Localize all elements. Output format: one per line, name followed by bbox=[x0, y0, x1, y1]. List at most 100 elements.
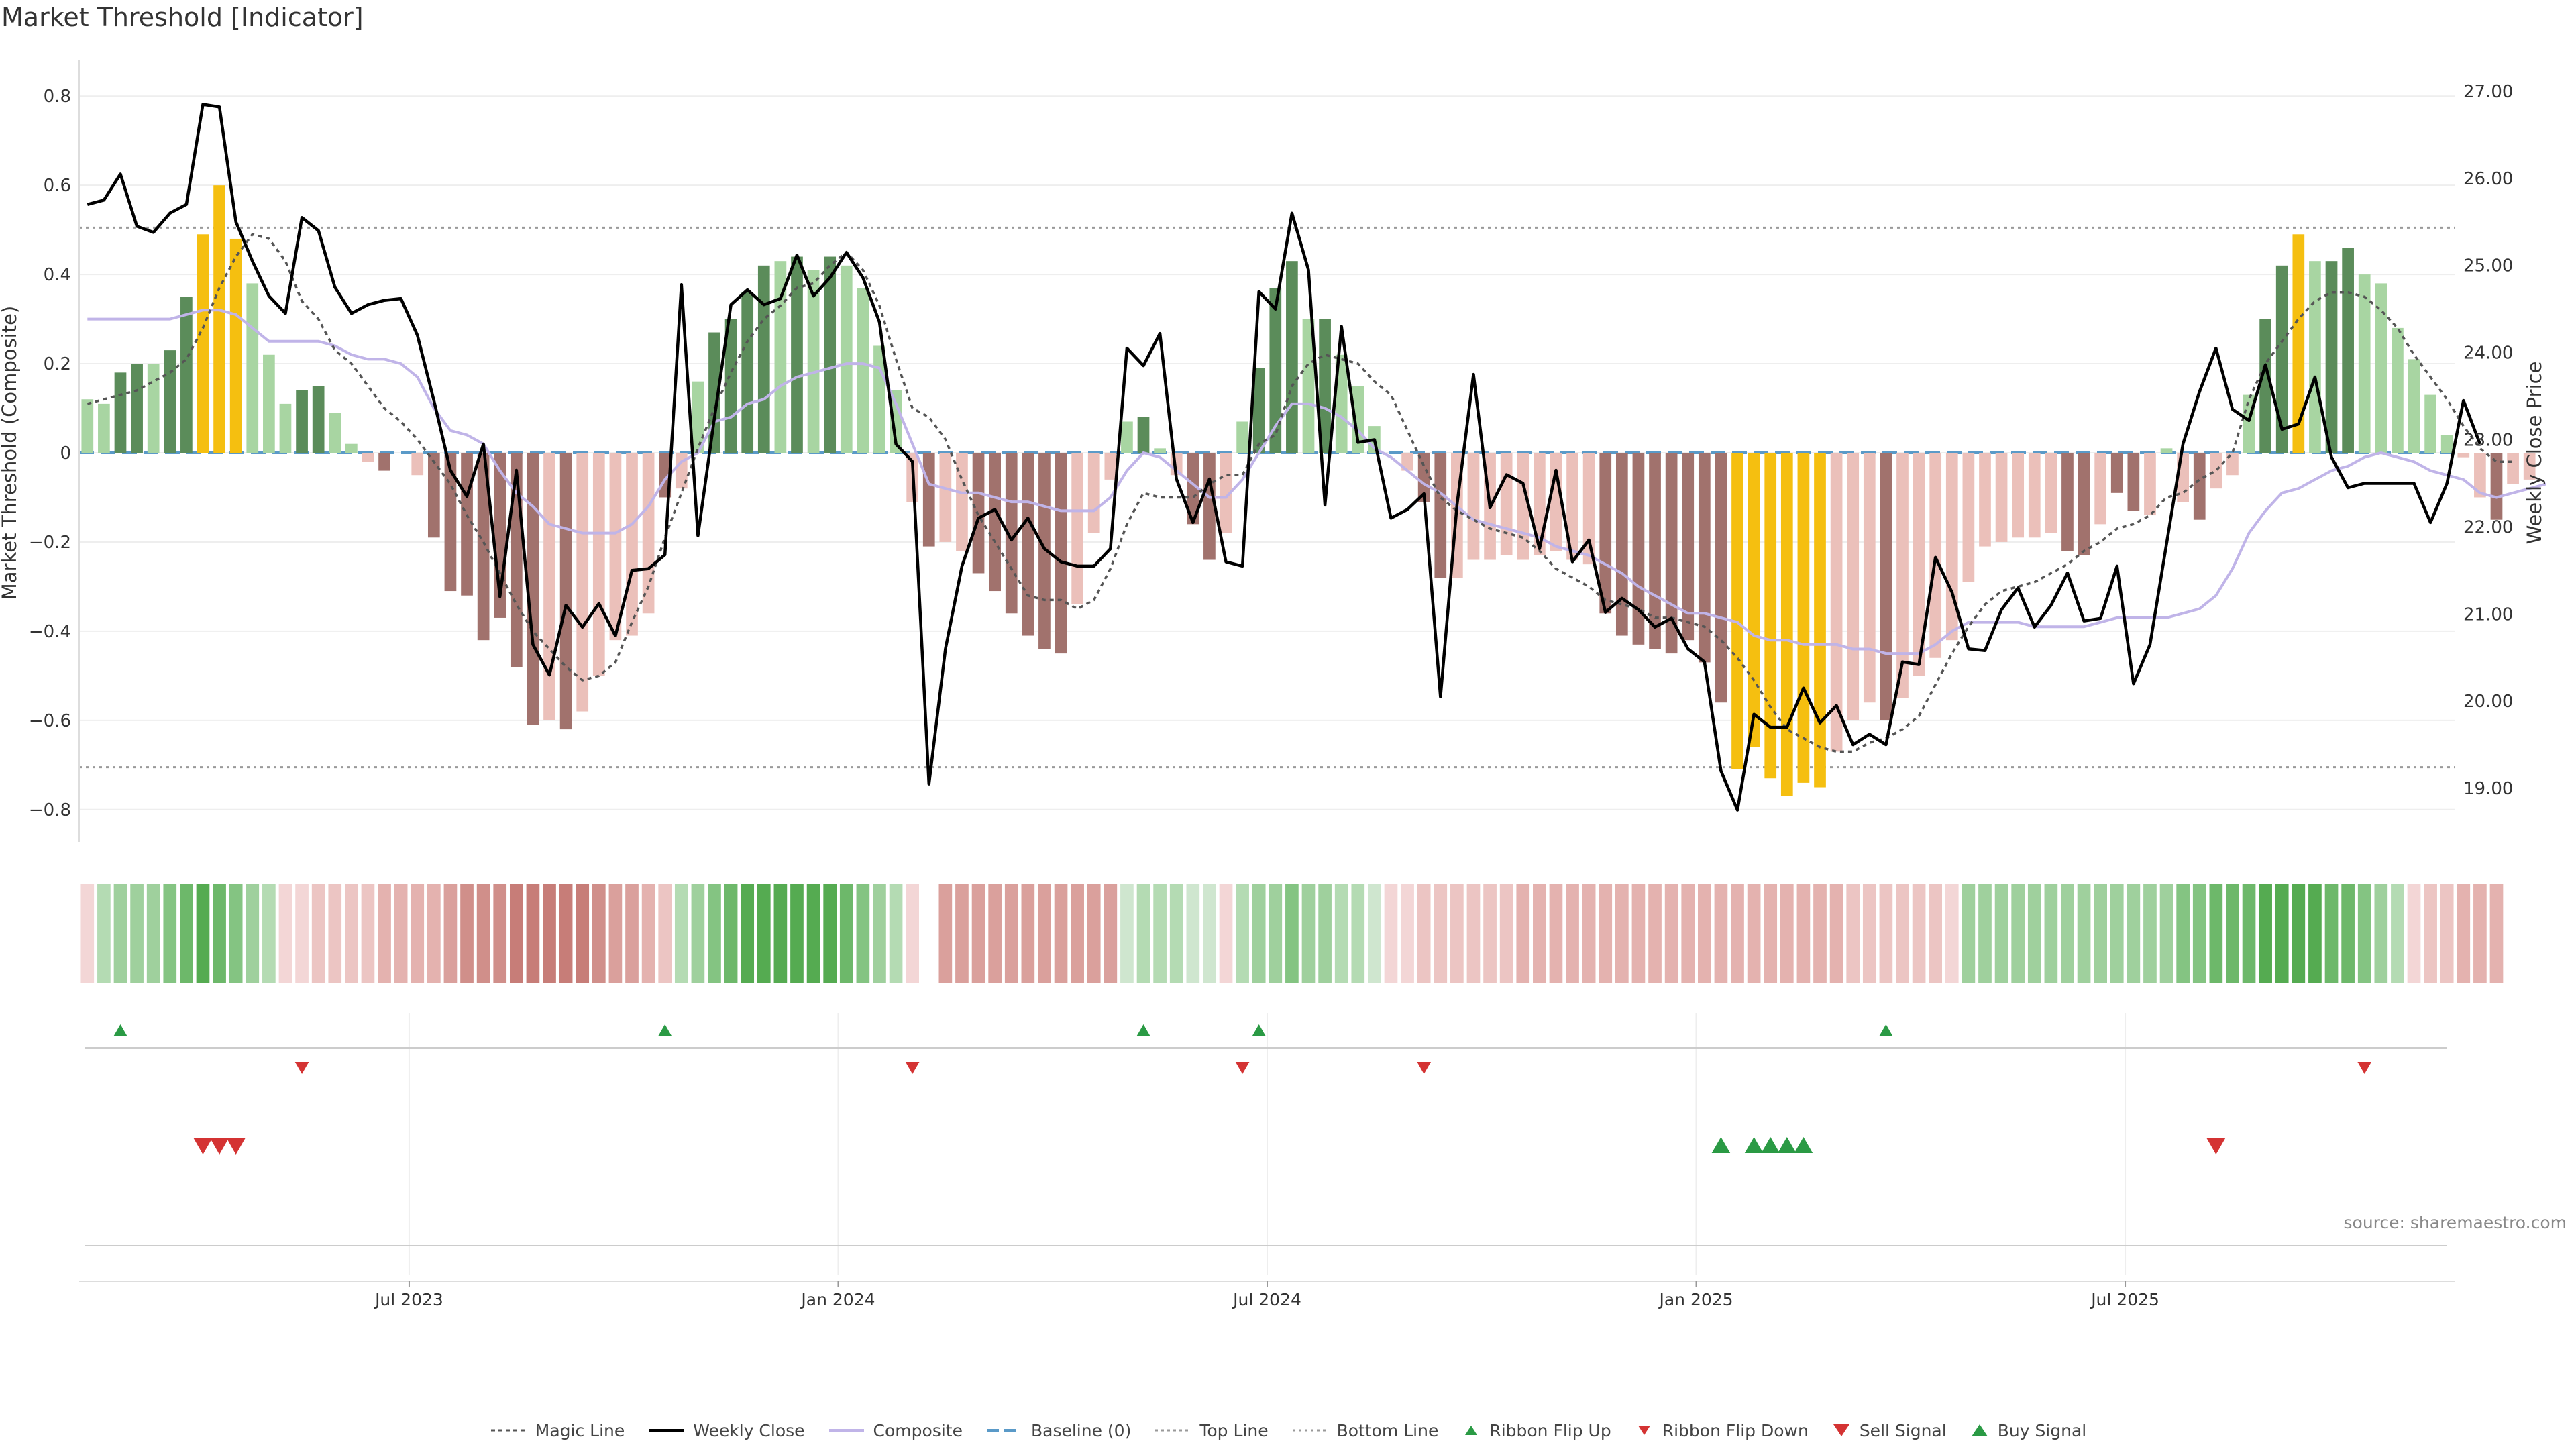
ribbon-cell bbox=[773, 884, 788, 983]
ribbon-cell bbox=[2424, 884, 2437, 983]
ribbon-cell bbox=[1549, 884, 1563, 983]
ribbon-cell bbox=[2127, 884, 2141, 983]
composite-bar bbox=[1203, 453, 1216, 560]
composite-bar bbox=[1748, 453, 1760, 747]
x-tick-label: Jul 2025 bbox=[2090, 1290, 2159, 1309]
composite-bar bbox=[2045, 453, 2057, 533]
ribbon-cell bbox=[724, 884, 738, 983]
composite-bar bbox=[1682, 453, 1695, 641]
ribbon-cell bbox=[2209, 884, 2223, 983]
composite-bar bbox=[2193, 453, 2206, 520]
ribbon-cell bbox=[856, 884, 870, 983]
ribbon-cell bbox=[246, 884, 260, 983]
ribbon-cell bbox=[1796, 884, 1811, 983]
y2-tick-label: 25.00 bbox=[2463, 256, 2513, 276]
composite-bar bbox=[2078, 453, 2090, 555]
composite-bar bbox=[2342, 248, 2354, 453]
composite-bar bbox=[956, 453, 968, 551]
ribbon-cell bbox=[971, 884, 985, 983]
ribbon-cell bbox=[1038, 884, 1051, 983]
composite-bar bbox=[246, 283, 259, 453]
x-tick-label: Jan 2025 bbox=[1658, 1290, 1733, 1309]
ribbon-cell bbox=[790, 884, 804, 983]
ribbon-cell bbox=[196, 884, 210, 983]
composite-bar bbox=[81, 399, 94, 453]
composite-bar bbox=[2275, 265, 2288, 453]
composite-bar bbox=[1698, 453, 1711, 663]
ribbon-cell bbox=[988, 884, 1002, 983]
ribbon-cell bbox=[592, 884, 606, 983]
ribbon-cell bbox=[1516, 884, 1530, 983]
ribbon-flip-down-marker bbox=[1417, 1062, 1432, 1074]
composite-bar bbox=[427, 453, 440, 538]
legend-swatch-magic bbox=[490, 1429, 526, 1432]
legend-item-close: Weekly Close bbox=[647, 1421, 805, 1440]
y2-tick-label: 27.00 bbox=[2463, 82, 2513, 102]
ribbon-cell bbox=[1664, 884, 1678, 983]
composite-bar bbox=[592, 453, 605, 676]
composite-bar bbox=[1302, 319, 1315, 453]
reference-lines bbox=[79, 226, 2455, 769]
sell-signal-marker bbox=[2206, 1138, 2226, 1155]
chart-legend: Magic Line Weekly Close Composite Baseline … bbox=[0, 1417, 2576, 1444]
composite-bar bbox=[1929, 453, 1942, 658]
ribbon-cell bbox=[394, 884, 408, 983]
composite-bar bbox=[2061, 453, 2074, 551]
ribbon-cell bbox=[2292, 884, 2306, 983]
buy-signal-marker bbox=[1794, 1137, 1813, 1153]
composite-bar bbox=[1715, 453, 1727, 703]
ribbon-cell bbox=[1285, 884, 1299, 983]
ribbon-cell bbox=[2407, 884, 2421, 983]
composite-bar bbox=[1087, 453, 1100, 533]
ribbon-cell bbox=[2077, 884, 2091, 983]
composite-bar bbox=[1797, 453, 1810, 783]
ribbon-cell bbox=[427, 884, 441, 983]
ribbon-cell bbox=[2357, 884, 2371, 983]
ribbon-cell bbox=[509, 884, 523, 983]
composite-bar bbox=[213, 185, 225, 453]
legend-label: Bottom Line bbox=[1336, 1420, 1439, 1440]
composite-bar bbox=[2160, 448, 2173, 453]
y-tick-label: −0.8 bbox=[29, 800, 71, 820]
composite-bar bbox=[1286, 261, 1298, 453]
ribbon-cell bbox=[2242, 884, 2256, 983]
ribbon-cell bbox=[1004, 884, 1018, 983]
composite-bar bbox=[1220, 453, 1232, 533]
sell-signal-marker bbox=[210, 1138, 229, 1155]
composite-bar bbox=[2440, 435, 2453, 453]
composite-bar bbox=[1979, 453, 1991, 547]
ribbon-flip-up-marker bbox=[113, 1024, 127, 1036]
ribbon-cell bbox=[691, 884, 705, 983]
y-tick-label: 0.4 bbox=[44, 265, 71, 285]
ribbon-cell bbox=[2143, 884, 2157, 983]
legend-item-flipdown: Ribbon Flip Down bbox=[1634, 1421, 1809, 1440]
ribbon-cell bbox=[2159, 884, 2174, 983]
composite-bar bbox=[724, 319, 737, 453]
composite-bar bbox=[1104, 453, 1117, 480]
ribbon-cell bbox=[1252, 884, 1266, 983]
ribbon-cell bbox=[1631, 884, 1646, 983]
ribbon-flip-down-marker bbox=[294, 1062, 309, 1074]
ribbon-cell bbox=[757, 884, 771, 983]
ribbon-cell bbox=[543, 884, 556, 983]
ribbon-cell bbox=[2176, 884, 2190, 983]
composite-bar bbox=[807, 270, 820, 453]
ribbon-cell bbox=[411, 884, 425, 983]
ribbon-cell bbox=[906, 884, 919, 983]
composite-bar bbox=[2259, 319, 2271, 453]
composite-bar bbox=[1038, 453, 1051, 649]
ribbon-cell bbox=[2457, 884, 2471, 983]
composite-bar bbox=[1269, 288, 1282, 453]
ribbon-cell bbox=[1829, 884, 1843, 983]
legend-swatch-sell bbox=[1833, 1424, 1849, 1436]
ribbon-cell bbox=[806, 884, 820, 983]
legend-label: Baseline (0) bbox=[1030, 1420, 1132, 1440]
ribbon-cell bbox=[2061, 884, 2074, 983]
x-axis: Jul 2023 Jan 2024 Jul 2024 Jan 2025 Jul 2025 bbox=[374, 1281, 2159, 1309]
ribbon-cell bbox=[2473, 884, 2487, 983]
composite-bar bbox=[1401, 453, 1413, 471]
composite-bar bbox=[2474, 453, 2486, 498]
composite-bar bbox=[1154, 448, 1166, 453]
composite-bar bbox=[626, 453, 638, 636]
composite-bar bbox=[263, 354, 275, 453]
